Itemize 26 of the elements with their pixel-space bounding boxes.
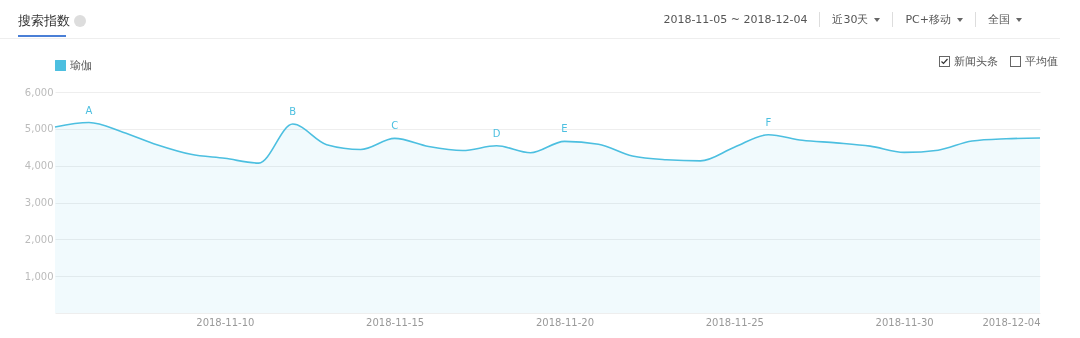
text: PC+移动 [905,12,951,27]
x-tick-label: 2018-11-10 [196,316,255,328]
text: 2018-11-05 ~ 2018-12-04 [663,13,808,26]
annotation: F [765,116,772,128]
y-tick-label: 2,000 [24,233,54,245]
x-tick-label: 2018-11-15 [366,316,425,328]
text: 近30天 [832,12,869,27]
chart-title: 搜索指数 [18,12,70,30]
annotation: D [492,127,501,139]
x-tick-label: 2018-11-30 [875,316,934,328]
annotation: E [561,123,568,135]
legend-label: 瑜伽 [70,58,92,72]
y-tick-label: 4,000 [24,160,54,172]
text: 新闻头条 [954,54,998,69]
text: 全国 [988,12,1010,27]
x-tick-label: 2018-11-25 [705,316,764,328]
annotation: A [85,104,93,116]
x-tick-label: 2018-12-04 [982,316,1041,328]
y-tick-label: 5,000 [24,123,54,135]
y-tick-label: 1,000 [24,270,54,282]
y-tick-label: 6,000 [24,86,54,98]
text: 平均值 [1025,54,1058,69]
x-tick-label: 2018-11-20 [535,316,595,328]
annotation: C [391,120,399,132]
y-tick-label: 3,000 [24,197,54,208]
annotation: B [289,106,297,118]
